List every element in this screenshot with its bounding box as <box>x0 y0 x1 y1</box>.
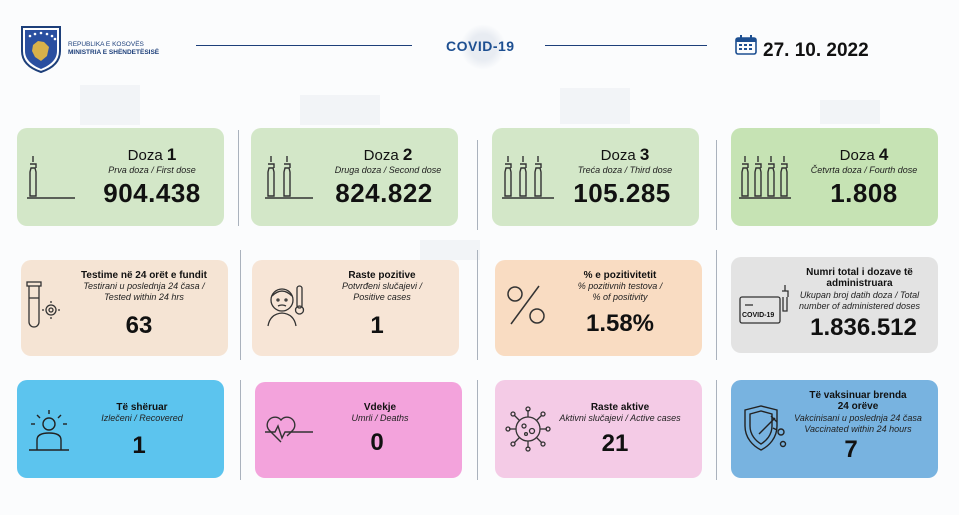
dose-4-title: Doza 4 <box>839 145 889 164</box>
total-doses-heading: Numri total i dozave të administruara <box>787 267 932 289</box>
column-divider <box>716 380 717 480</box>
two-vials-icon <box>265 156 313 199</box>
org-line-2: MINISTRIA E SHËNDETËSISË <box>68 49 160 56</box>
deaths-heading: Vdekje <box>363 402 397 413</box>
column-divider <box>240 380 241 480</box>
heartbeat-icon <box>265 416 313 443</box>
virus-watermark-icon <box>460 24 506 70</box>
deaths-value: 0 <box>370 429 384 456</box>
positivity-card: % e pozitivitetit % pozitivnih testova /… <box>495 260 702 356</box>
dose-4-value: 1.808 <box>830 178 898 208</box>
column-divider <box>477 250 478 360</box>
dose-1-value: 904.438 <box>103 178 201 208</box>
active-subtitle: Aktivni slučajevi / Active cases <box>559 413 681 423</box>
dose-1-subtitle: Prva doza / First dose <box>108 165 196 175</box>
recovered-person-icon <box>29 410 69 451</box>
total-doses-subtitle-2: number of administered doses <box>798 301 921 311</box>
dose-3-title: Doza 3 <box>600 145 650 164</box>
column-divider <box>716 250 717 360</box>
recovered-heading: Të shëruar <box>116 402 168 413</box>
tests-heading: Testime në 24 orët e fundit <box>81 270 207 281</box>
recovered-value: 1 <box>132 432 146 459</box>
total-doses-heading-line-2: administruara <box>826 278 893 289</box>
vaccinated-heading: Të vaksinuar brenda 24 orëve <box>783 390 933 412</box>
column-divider <box>716 140 717 230</box>
tests-subtitle-1: Testirani u poslednja 24 časa / <box>83 281 205 291</box>
total-doses-heading-line-1: Numri total i dozave të <box>806 267 913 278</box>
positivity-subtitle-1: % pozitivnih testova / <box>577 281 663 291</box>
dose-3-value: 105.285 <box>573 178 671 208</box>
positive-subtitle-1: Potvrđeni slučajevi / <box>341 281 423 291</box>
positivity-heading: % e pozitivitetit <box>583 270 657 281</box>
dose-3-card: Doza 3 Treća doza / Third dose 105.285 <box>492 128 699 226</box>
dose-1-title: Doza 1 <box>127 145 177 164</box>
header: REPUBLIKA E KOSOVËS MINISTRIA E SHËNDETË… <box>0 0 959 90</box>
positivity-value: 1.58% <box>585 310 655 337</box>
dose-2-subtitle: Druga doza / Second dose <box>334 165 442 175</box>
column-divider <box>240 250 241 360</box>
vaccinated-subtitle-1: Vakcinisani u poslednja 24 časa <box>794 413 922 423</box>
kosovo-coat-of-arms-icon <box>21 26 61 74</box>
vaccinated-heading-line-2: 24 orëve <box>837 401 879 412</box>
test-tube-icon <box>26 281 60 328</box>
header-divider-left <box>196 45 412 46</box>
column-divider <box>477 140 478 230</box>
virus-icon <box>505 406 551 452</box>
dose-4-card: Doza 4 Četvrta doza / Fourth dose 1.808 <box>731 128 938 226</box>
calendar-icon <box>735 35 757 55</box>
positive-subtitle-2: Positive cases <box>353 292 411 302</box>
dose-1-card: Doza 1 Prva doza / First dose 904.438 <box>17 128 224 226</box>
deaths-subtitle: Umrli / Deaths <box>351 413 409 423</box>
vaccinated-heading-line-1: Të vaksinuar brenda <box>809 390 907 401</box>
tests-card: Testime në 24 orët e fundit Testirani u … <box>21 260 228 356</box>
percent-icon <box>507 285 545 325</box>
dose-4-subtitle: Četvrta doza / Fourth dose <box>810 165 918 175</box>
four-vials-icon <box>739 156 791 199</box>
vaccinated-subtitle-2: Vaccinated within 24 hours <box>804 424 912 434</box>
positive-cases-card: Raste pozitive Potvrđeni slučajevi / Pos… <box>252 260 459 356</box>
dose-2-value: 824.822 <box>335 178 433 208</box>
vaccinated-value: 7 <box>844 436 858 463</box>
total-doses-card: COVID-19 Numri total i dozave të adminis… <box>731 257 938 353</box>
ministry-name: REPUBLIKA E KOSOVËS MINISTRIA E SHËNDETË… <box>68 41 159 57</box>
tests-subtitle-2: Tested within 24 hrs <box>104 292 184 302</box>
report-date: 27. 10. 2022 <box>763 40 869 61</box>
three-vials-icon <box>502 156 554 199</box>
positive-heading: Raste pozitive <box>348 270 416 281</box>
vaccine-certificate-icon <box>739 285 789 324</box>
column-divider <box>477 380 478 480</box>
total-doses-subtitle-1: Ukupan broj datih doza / Total <box>799 290 920 300</box>
recovered-subtitle: Izlečeni / Recovered <box>101 413 183 423</box>
dose-3-subtitle: Treća doza / Third dose <box>577 165 673 175</box>
dose-2-title: Doza 2 <box>363 145 413 164</box>
sick-person-thermometer-icon <box>267 285 305 327</box>
positive-value: 1 <box>370 312 384 339</box>
column-divider <box>238 130 239 226</box>
positivity-subtitle-2: % of positivity <box>592 292 648 302</box>
dose-2-card: Doza 2 Druga doza / Second dose 824.822 <box>251 128 458 226</box>
shield-vaccine-icon <box>744 405 787 451</box>
header-divider-right <box>545 45 707 46</box>
active-value: 21 <box>601 430 629 457</box>
active-heading: Raste aktive <box>590 402 650 413</box>
total-doses-value: 1.836.512 <box>810 314 917 341</box>
covid-label: COVID-19 <box>446 38 515 54</box>
vial-icon <box>27 156 75 199</box>
deaths-card: Vdekje Umrli / Deaths 0 <box>255 382 462 478</box>
active-cases-card: Raste aktive Aktivni slučajevi / Active … <box>495 380 702 478</box>
org-line-1: REPUBLIKA E KOSOVËS <box>68 41 144 48</box>
vaccinated-24h-card: Të vaksinuar brenda 24 orëve Vakcinisani… <box>731 380 938 478</box>
recovered-card: Të shëruar Izlečeni / Recovered 1 <box>17 380 224 478</box>
covid-badge-label: COVID-19 <box>742 312 775 319</box>
tests-value: 63 <box>125 312 153 339</box>
